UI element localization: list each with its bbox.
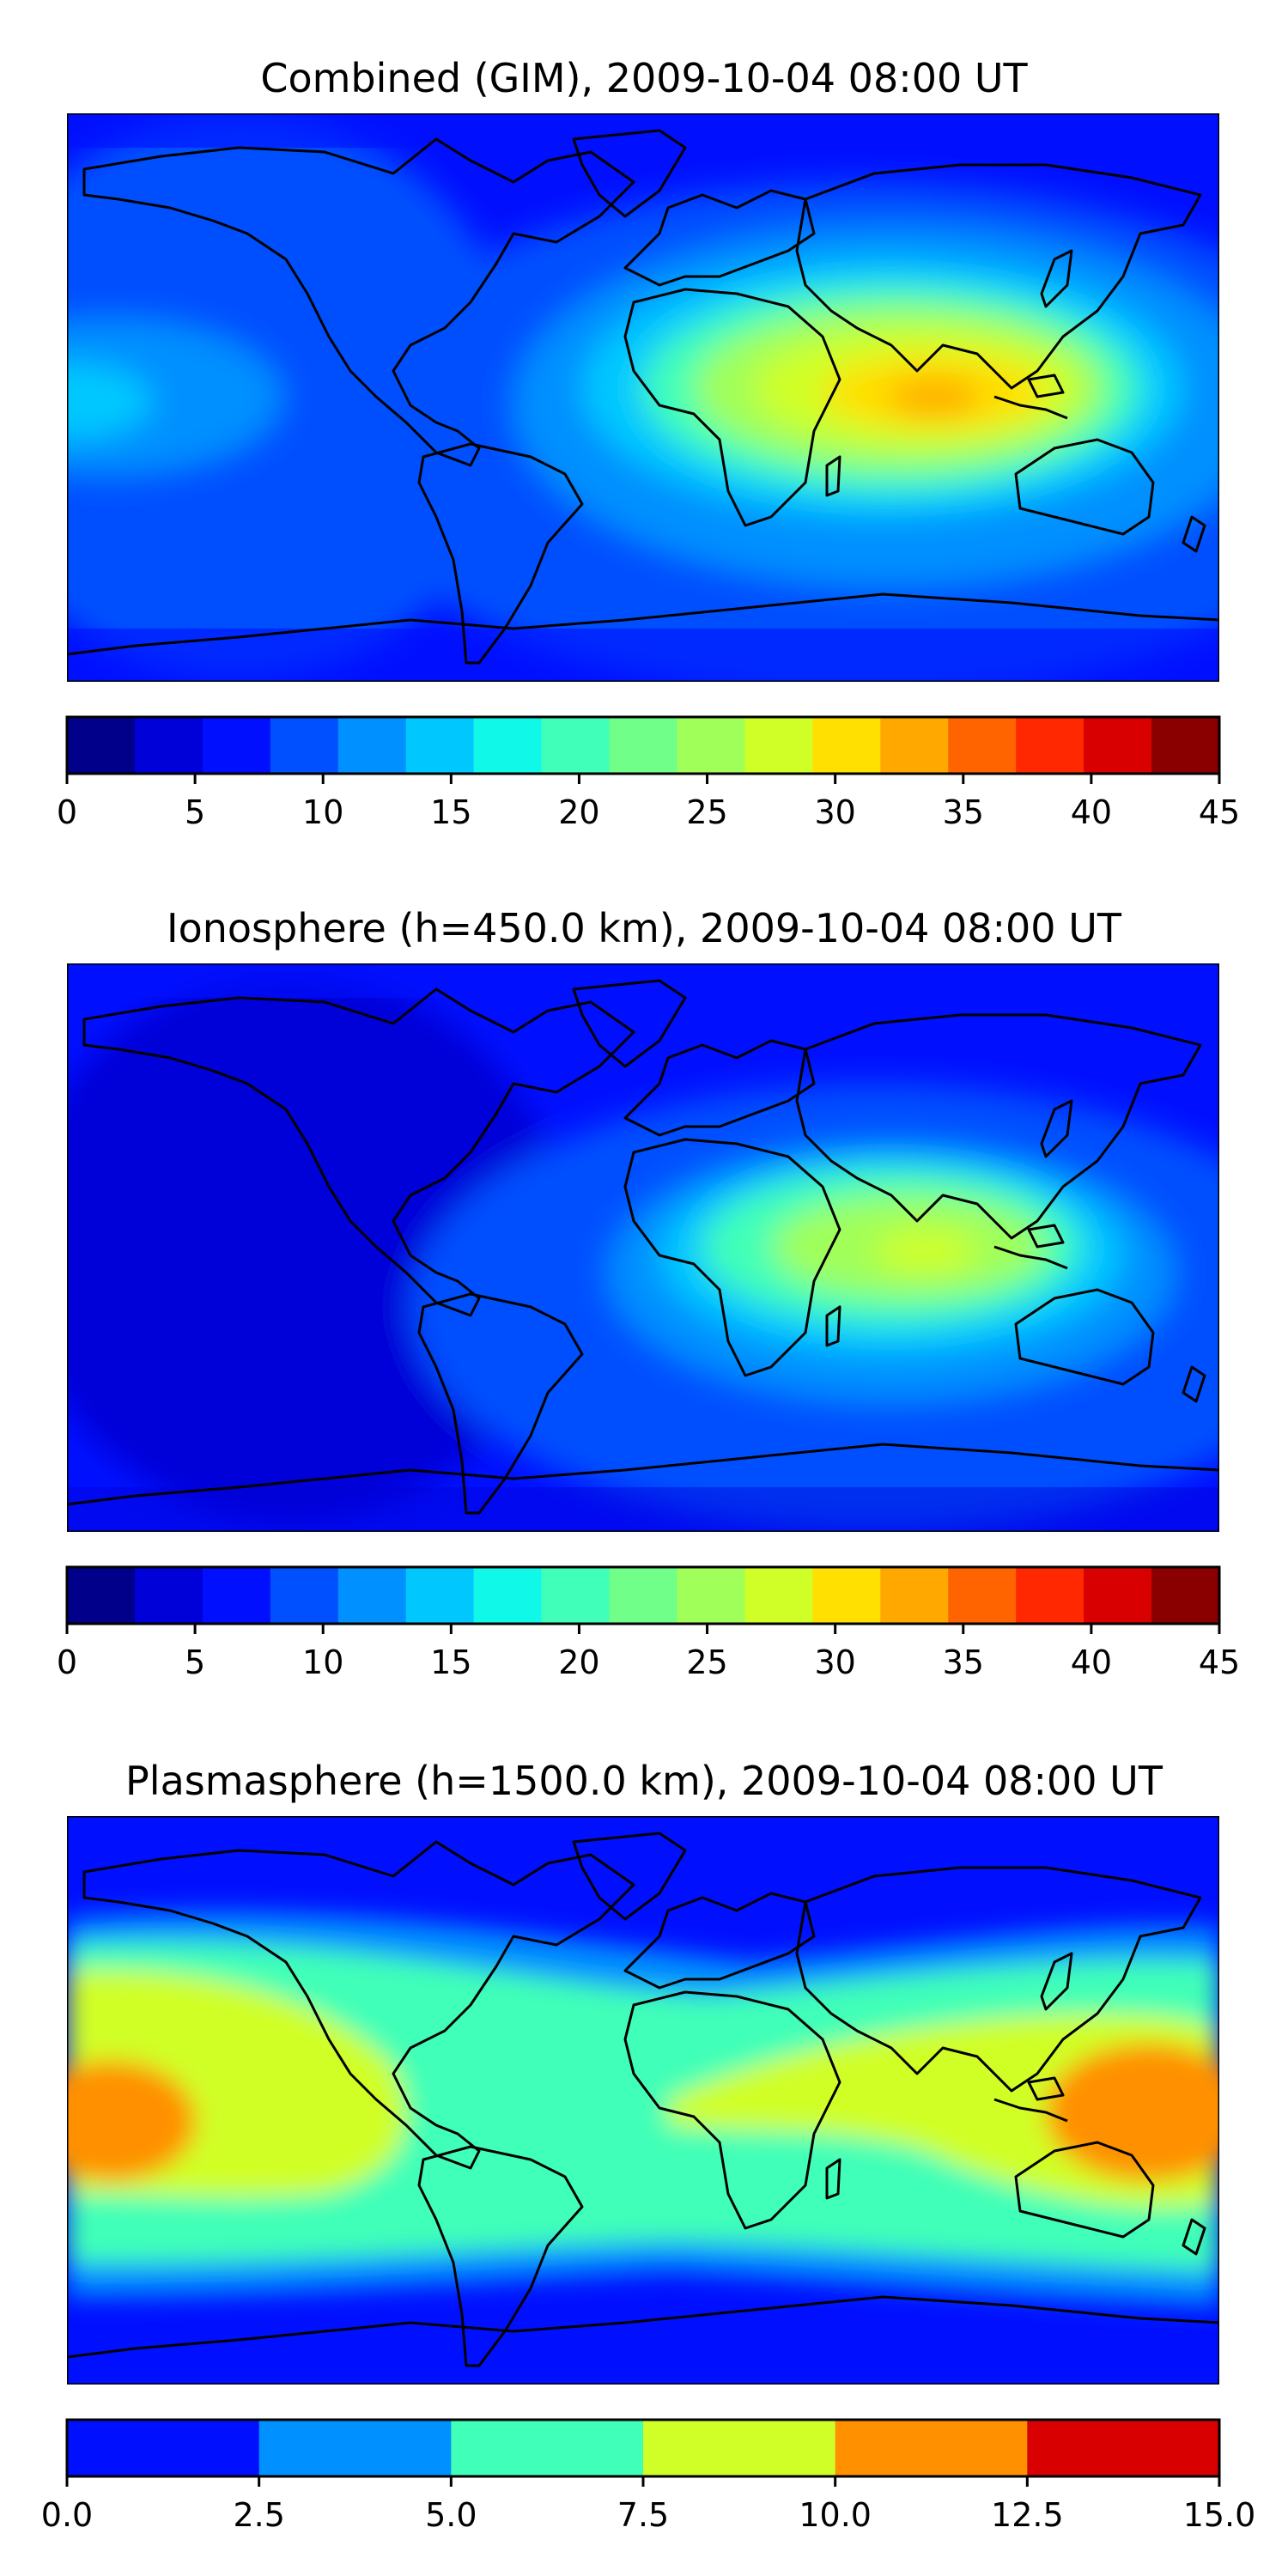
colorbar-segment [1016,717,1084,774]
colorbar-frame [65,1565,1221,1625]
panel-title: Combined (GIM), 2009-10-04 08:00 UT [260,55,1028,101]
colorbar-tick-label: 45 [1199,793,1240,831]
colorbar-tick-label: 40 [1071,793,1112,831]
colorbar-tick-label: 12.5 [991,2496,1064,2534]
colorbar-tick-label: 45 [1199,1643,1240,1681]
colorbar-segment [270,717,339,774]
colorbar-tick-label: 10 [302,793,343,831]
colorbar-segment [744,1567,813,1624]
colorbar-segment [677,717,745,774]
colorbar-segment [67,2420,260,2476]
colorbar-tick-label: 15 [430,793,471,831]
colorbar-segment [473,1567,543,1624]
panel-title: Plasmasphere (h=1500.0 km), 2009-10-04 0… [125,1758,1163,1804]
colorbar-tick-label: 35 [943,1643,984,1681]
tec-map [67,963,1219,1532]
colorbar-combined: 0 5 10 15 20 25 30 35 40 45 [57,715,1240,831]
colorbar-segment [258,2420,452,2476]
tec-map [67,1816,1219,2385]
colorbar-segment [67,1567,136,1624]
colorbar-tick-label: 30 [814,1643,855,1681]
colorbar-segment [270,1567,339,1624]
colorbar-tick-label: 2.5 [233,2496,284,2534]
colorbar-tick-label: 0 [57,1643,77,1681]
colorbar-tick-label: 0.0 [41,2496,93,2534]
colorbar-segment [1027,2420,1220,2476]
colorbar-tick-label: 25 [686,1643,727,1681]
colorbar-tick-label: 0 [57,793,77,831]
colorbar-segment [405,1567,475,1624]
colorbar-segment [835,2420,1028,2476]
colorbar-segment [948,1567,1017,1624]
tec-map [67,113,1219,682]
colorbar-tick-label: 15.0 [1183,2496,1256,2534]
colorbar-tick-label: 10.0 [799,2496,872,2534]
colorbar-segment [405,717,475,774]
colorbar-segment [473,717,543,774]
colorbar-segment [1084,1567,1152,1624]
colorbar-segment [1151,1567,1220,1624]
colorbar-segment [337,1567,407,1624]
colorbar-segment [643,2420,836,2476]
colorbar-segment [541,717,611,774]
colorbar-tick-label: 35 [943,793,984,831]
colorbar-segment [134,717,204,774]
panel-title: Ionosphere (h=450.0 km), 2009-10-04 08:0… [167,905,1121,951]
colorbar-segment [541,1567,611,1624]
colorbar-segment [1084,717,1152,774]
colorbar-segment [948,717,1017,774]
colorbar-tick-label: 7.5 [617,2496,669,2534]
colorbar-segment [451,2420,644,2476]
colorbar-segment [134,1567,204,1624]
colorbar-tick-label: 15 [430,1643,471,1681]
colorbar-segment [337,717,407,774]
colorbar-segment [812,1567,881,1624]
colorbar-segment [67,717,136,774]
colorbar-segment [677,1567,745,1624]
colorbar-tick-label: 20 [558,793,599,831]
colorbar-segment [1151,717,1220,774]
colorbar-tick-label: 25 [686,793,727,831]
colorbar-segment [609,717,677,774]
colorbar-segment [202,1567,271,1624]
colorbar-tick-label: 5 [185,793,205,831]
colorbar-tick-label: 20 [558,1643,599,1681]
colorbar-segment [609,1567,677,1624]
colorbar-tick-label: 30 [814,793,855,831]
colorbar-segment [1016,1567,1084,1624]
colorbar-tick-label: 10 [302,1643,343,1681]
colorbar-segment [202,717,271,774]
colorbar-plasmasphere: 0.0 2.5 5.0 7.5 10.0 12.5 15.0 [41,2418,1256,2534]
colorbar-tick-label: 5 [185,1643,205,1681]
colorbar-segment [880,1567,949,1624]
colorbar-frame [65,715,1221,775]
colorbar-tick-label: 5.0 [425,2496,477,2534]
colorbar-ionosphere: 0 5 10 15 20 25 30 35 40 45 [57,1565,1240,1681]
colorbar-tick-label: 40 [1071,1643,1112,1681]
colorbar-segment [880,717,949,774]
colorbar-segment [744,717,813,774]
colorbar-segment [812,717,881,774]
